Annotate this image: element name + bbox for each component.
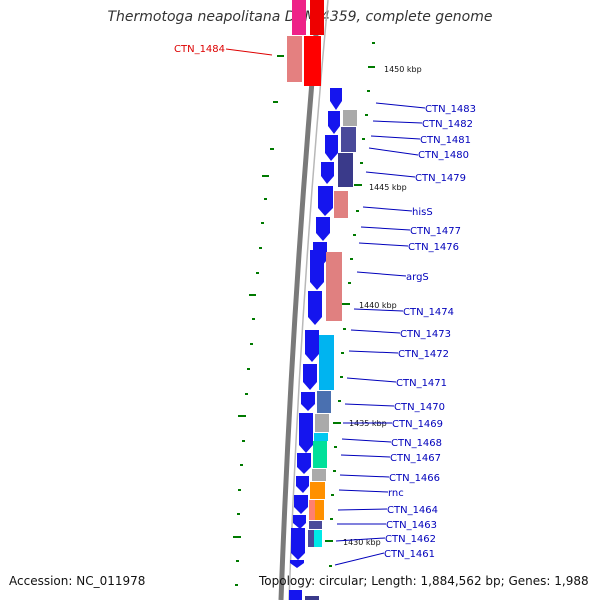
gene-box: [315, 500, 324, 520]
gene-label: argS: [406, 272, 429, 283]
gene-arrow: [303, 364, 317, 390]
gene-box: [314, 530, 322, 547]
gene-box: [313, 441, 327, 468]
gene-label: CTN_1476: [408, 242, 459, 253]
gene-box: [308, 530, 314, 547]
gene-label: CTN_1469: [392, 419, 443, 430]
gene-label: CTN_1477: [410, 226, 461, 237]
gene-label-red: CTN_1484: [174, 44, 225, 55]
gene-label: CTN_1461: [384, 549, 435, 560]
gene-arrow: [305, 330, 319, 362]
leader-line-red: [225, 48, 273, 56]
accession-text: Accession: NC_011978: [9, 574, 146, 588]
gene-arrow: [325, 135, 338, 161]
gene-box: [309, 500, 315, 520]
gene-label: CTN_1471: [396, 378, 447, 389]
gene-arrow: [308, 291, 322, 325]
gene-label: CTN_1480: [418, 150, 469, 161]
gene-label: CTN_1474: [403, 307, 454, 318]
gene-box: [314, 433, 328, 441]
gene-box: [309, 521, 322, 529]
gene-arrow: [294, 495, 308, 514]
gene-box: [341, 127, 356, 152]
gene-arrow: [310, 250, 324, 290]
topology-text: Topology: circular; Length: 1,884,562 bp…: [259, 574, 589, 588]
gene-arrow: [296, 476, 309, 493]
gene-arrow: [301, 392, 315, 411]
gene-label: CTN_1473: [400, 329, 451, 340]
gene-arrow: [328, 111, 340, 134]
gene-feature: [292, 0, 306, 35]
gene-label: CTN_1470: [394, 402, 445, 413]
gene-box: [312, 469, 326, 481]
gene-box: [317, 391, 331, 413]
gene-label: CTN_1463: [386, 520, 437, 531]
gene-box: [343, 110, 357, 126]
gene-label: CTN_1464: [387, 505, 438, 516]
gene-label: CTN_1481: [420, 135, 471, 146]
gene-label: CTN_1468: [391, 438, 442, 449]
gene-arrow: [299, 413, 313, 453]
gene-box: [315, 414, 329, 432]
gene-arrow: [321, 162, 334, 184]
gene-arrow: [316, 217, 330, 241]
scale-dots: [233, 55, 284, 586]
gene-label: CTN_1467: [390, 453, 441, 464]
gene-arrow: [291, 528, 305, 560]
gene-arrow: [290, 560, 304, 568]
forward-strand-genes: [289, 88, 342, 600]
tick-label: 1430 kbp: [343, 538, 381, 547]
gene-box: [338, 153, 353, 187]
scale-ticks: [325, 42, 375, 567]
gene-label: CTN_1483: [425, 104, 476, 115]
gene-feature: [287, 36, 302, 82]
gene-label: CTN_1482: [422, 119, 473, 130]
gene-label: rnc: [388, 488, 404, 499]
tick-label: 1445 kbp: [369, 183, 407, 192]
gene-arrow: [318, 186, 333, 216]
reverse-strand-genes: [305, 110, 357, 600]
gene-label: hisS: [412, 207, 433, 218]
gene-box: [334, 191, 348, 218]
gene-feature: [304, 36, 321, 86]
gene-label: CTN_1462: [385, 534, 436, 545]
gene-box: [319, 335, 334, 390]
gene-box: [305, 596, 319, 600]
gene-label: CTN_1466: [389, 473, 440, 484]
leader-lines: [334, 102, 426, 566]
gene-box: [310, 482, 325, 499]
gene-label: CTN_1472: [398, 349, 449, 360]
gene-arrow: [297, 453, 311, 474]
tick-label: 1450 kbp: [384, 65, 422, 74]
gene-feature: [310, 0, 324, 35]
gene-label: CTN_1479: [415, 173, 466, 184]
gene-feature: [289, 590, 302, 600]
tick-label: 1440 kbp: [359, 301, 397, 310]
gene-arrow: [293, 515, 306, 529]
gene-box: [326, 252, 342, 321]
gene-arrow: [330, 88, 342, 110]
